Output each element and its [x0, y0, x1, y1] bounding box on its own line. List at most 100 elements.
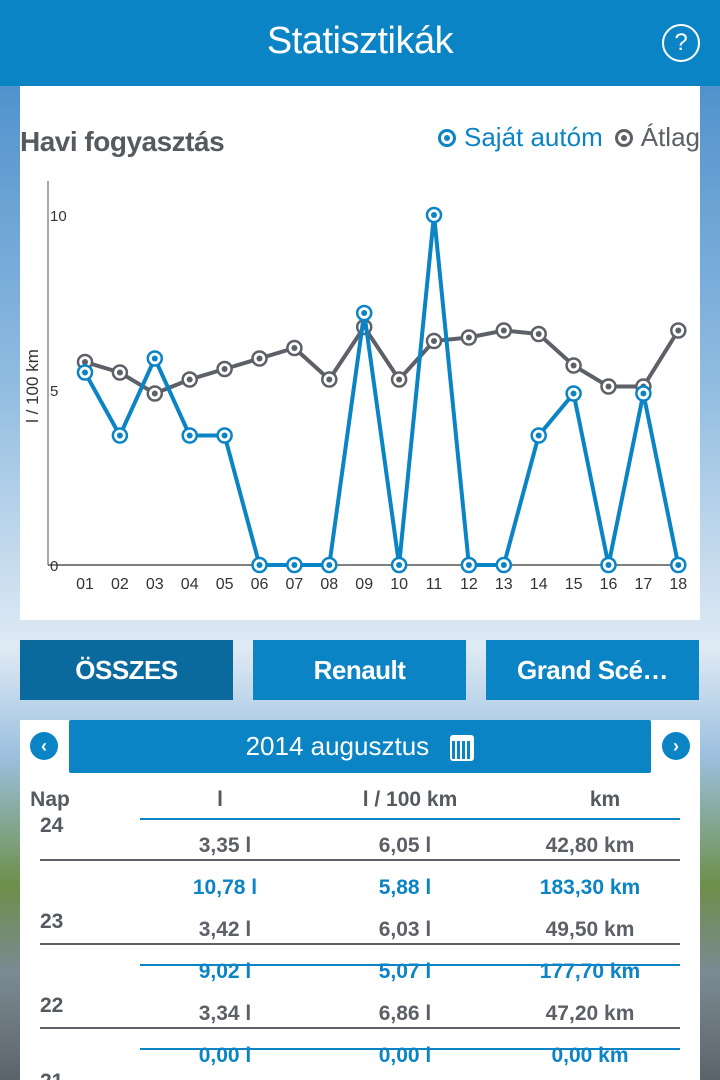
data-point-center [535, 331, 542, 337]
radio-dot-icon [614, 128, 633, 147]
y-tick-label: 0 [50, 558, 58, 575]
month-label: 2014 augusztus [245, 731, 430, 761]
data-point-center [431, 338, 437, 344]
help-button[interactable]: ? [662, 24, 700, 62]
avg-cell: 49,50 km [545, 918, 635, 941]
data-point-center [465, 562, 472, 568]
data-point-center [221, 432, 228, 439]
data-point-center [465, 334, 472, 341]
x-tick-label: 15 [565, 576, 583, 593]
x-tick-label: 13 [495, 576, 513, 593]
data-point-center [361, 310, 368, 316]
x-tick-label: 12 [460, 576, 478, 593]
data-point-center [116, 432, 123, 439]
next-month-button[interactable]: › [662, 732, 690, 760]
data-point-center [82, 359, 88, 365]
own-cell: 183,30 km [539, 876, 641, 899]
calendar-icon [450, 735, 475, 762]
x-tick-label: 16 [600, 576, 618, 593]
data-point-center [326, 562, 333, 568]
x-tick-label: 06 [251, 576, 269, 593]
x-tick-label: 01 [76, 576, 94, 593]
data-point-center [221, 366, 228, 372]
series-line-0 [83, 214, 681, 567]
own-cell: 5,07 l [378, 960, 432, 983]
x-tick-label: 09 [355, 576, 373, 593]
data-point-center [116, 369, 123, 376]
x-tick-label: 02 [111, 576, 129, 593]
x-tick-label: 07 [286, 576, 304, 593]
chart-legend: Saját autóm Átlag [437, 122, 700, 153]
data-point-center [151, 355, 158, 362]
own-cell: 0,00 l [198, 1044, 252, 1067]
day-label: 21 [40, 1070, 63, 1080]
legend-avg[interactable]: Átlag [614, 122, 700, 153]
filter-model-button[interactable]: Grand Scé… [486, 640, 699, 700]
data-point-center [396, 376, 403, 383]
chart-card: Havi fogyasztás Saját autóm Átlag 0 5 10 l … [20, 86, 700, 620]
filter-all-button[interactable]: ÖSSZES [20, 640, 233, 700]
x-tick-label: 10 [390, 576, 408, 593]
x-tick-label: 11 [426, 576, 443, 593]
y-tick-label: 10 [50, 208, 67, 225]
col-header-km: km [589, 788, 621, 811]
own-cell: 10,78 l [192, 876, 258, 899]
col-header-liters: l [217, 788, 223, 811]
data-point-center [675, 562, 682, 568]
x-tick-label: 03 [146, 576, 164, 593]
x-tick-label: 04 [181, 576, 199, 593]
data-point-center [326, 376, 333, 383]
page-title: Statisztikák [266, 20, 454, 62]
app-header: Statisztikák ? [0, 0, 720, 86]
filter-brand-button[interactable]: Renault [253, 640, 466, 700]
data-point-center [535, 432, 542, 439]
row-divider [40, 943, 680, 945]
stats-table: ‹ 2014 augusztus › Nap l l / 100 km km 3… [20, 720, 700, 1080]
data-point-center [82, 369, 88, 376]
avg-cell: 6,05 l [378, 834, 432, 857]
avg-cell: 6,86 l [378, 1002, 432, 1025]
day-label: 24 [40, 814, 64, 837]
chevron-left-icon: ‹ [41, 736, 47, 756]
data-point-center [570, 362, 577, 369]
data-point-center [500, 327, 507, 334]
legend-label: Átlag [640, 122, 700, 152]
avg-cell: 3,34 l [198, 1002, 252, 1025]
y-axis-label: l / 100 km [23, 349, 42, 423]
x-tick-label: 14 [530, 576, 548, 593]
data-point-center [256, 562, 263, 568]
data-point-center [500, 562, 507, 568]
data-point-center [291, 562, 298, 568]
data-point-center [605, 562, 612, 568]
chart-title: Havi fogyasztás [20, 126, 225, 157]
avg-cell: 47,20 km [545, 1002, 635, 1025]
data-point-center [570, 390, 577, 397]
series-line-1 [84, 323, 680, 396]
data-point-center [291, 345, 298, 351]
own-cell: 177,70 km [539, 960, 641, 983]
day-label: 23 [40, 910, 64, 933]
day-label: 22 [40, 994, 64, 1017]
data-point-center [431, 212, 437, 218]
y-tick-label: 5 [50, 383, 58, 400]
prev-month-button[interactable]: ‹ [30, 732, 58, 760]
row-divider [40, 1027, 680, 1029]
header-divider [140, 818, 680, 820]
col-header-day: Nap [30, 788, 70, 811]
own-cell: 5,88 l [378, 876, 432, 899]
data-point-center [675, 327, 682, 334]
question-icon: ? [674, 29, 688, 56]
month-selector[interactable]: 2014 augusztus [69, 720, 651, 773]
legend-own[interactable]: Saját autóm [437, 122, 603, 153]
data-point-center [186, 432, 193, 439]
x-tick-label: 18 [669, 576, 687, 593]
legend-label: Saját autóm [463, 122, 603, 152]
data-point-center [151, 390, 158, 397]
own-cell: 0,00 km [551, 1044, 629, 1067]
avg-cell: 3,35 l [198, 834, 252, 857]
radio-dot-icon [437, 128, 456, 147]
avg-cell: 6,03 l [378, 918, 432, 941]
row-divider [140, 964, 680, 966]
data-point-center [640, 390, 647, 397]
